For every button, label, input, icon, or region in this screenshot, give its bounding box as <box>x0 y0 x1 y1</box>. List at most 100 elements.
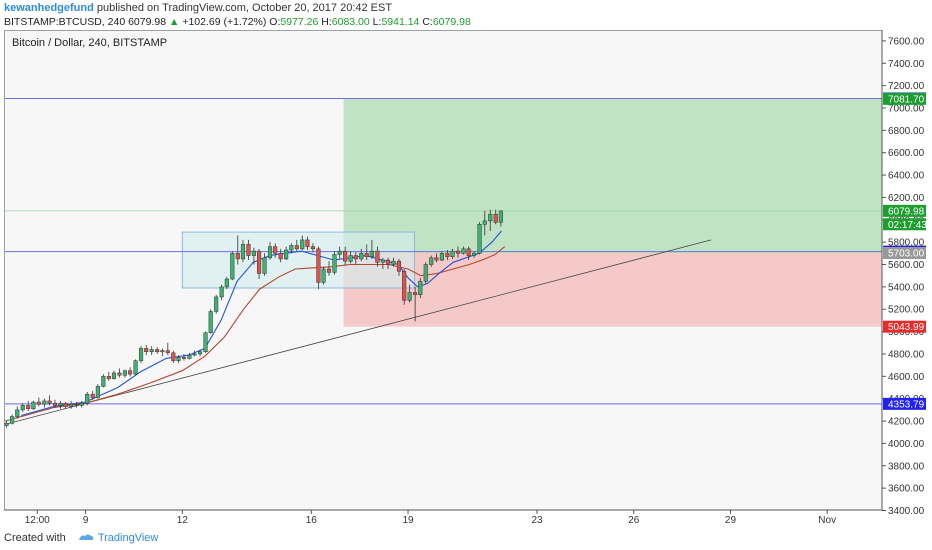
price-tick-label: 7400.00 <box>888 59 925 70</box>
time-tick-label: 29 <box>725 515 737 526</box>
candle-body <box>240 244 246 260</box>
price-marker-label: 5043.99 <box>888 322 925 333</box>
candle-body <box>380 259 385 263</box>
price-tick-label: 7600.00 <box>888 36 925 47</box>
price-tick-label: 5600.00 <box>888 260 925 271</box>
candle-body <box>493 213 498 223</box>
candle-body <box>26 405 31 410</box>
candle-body <box>257 250 262 274</box>
price-chart[interactable]: Bitcoin / Dollar, 240, BITSTAMP 3400.00 36… <box>4 30 928 527</box>
loss-zone <box>343 253 882 327</box>
trendline <box>4 239 712 425</box>
candle-body <box>251 250 256 256</box>
candle-body <box>230 253 235 280</box>
candle-body <box>74 404 79 406</box>
candle-body <box>95 386 100 398</box>
candle-body <box>181 357 187 359</box>
price-tick-label: 4000.00 <box>888 439 925 450</box>
candle-body <box>128 370 133 375</box>
price-tick-label: 4600.00 <box>888 372 925 383</box>
candle-body <box>498 210 503 223</box>
price-marker-label: 6079.98 <box>888 206 925 217</box>
time-tick-label: 12 <box>177 515 189 526</box>
time-tick-label: 16 <box>306 515 318 526</box>
price-tick-label: 5400.00 <box>888 282 925 293</box>
candle-body <box>219 286 224 298</box>
price-tick-label: 5800.00 <box>888 238 925 249</box>
candle-body <box>439 253 444 261</box>
candle-body <box>47 400 52 404</box>
candle-body <box>353 255 358 260</box>
candle-body <box>332 254 337 273</box>
open-value: 5977.26 <box>280 16 319 28</box>
price-axis <box>882 30 928 527</box>
candle-body <box>488 213 493 222</box>
candle-body <box>10 416 15 424</box>
candle-body <box>214 296 219 312</box>
last-price: 6079.98 <box>128 16 167 28</box>
candle-body <box>305 239 310 247</box>
candle-body <box>402 270 407 301</box>
price-tick-label: 3800.00 <box>888 461 925 472</box>
candle-body <box>466 248 471 256</box>
candle-body <box>429 257 434 265</box>
slow-moving-average-line <box>4 246 506 422</box>
candle-body <box>90 393 95 398</box>
candle-body <box>262 257 267 274</box>
candle-body <box>122 370 127 376</box>
price-tick-label: 6600.00 <box>888 148 925 159</box>
footer: Created with TradingView <box>4 530 158 546</box>
candle-body <box>445 253 450 257</box>
low-label: L: <box>372 16 382 28</box>
candle-body <box>208 311 213 333</box>
created-with-label: Created with <box>4 532 66 544</box>
candle-body <box>434 257 439 261</box>
candle-body <box>267 246 273 259</box>
candle-body <box>246 244 251 256</box>
candle-body <box>31 401 36 410</box>
time-axis <box>4 510 882 527</box>
price-tick-label: 7000.00 <box>888 103 925 114</box>
candle-body <box>316 248 321 283</box>
price-tick-label: 7200.00 <box>888 81 925 92</box>
time-tick-label: 23 <box>531 515 543 526</box>
tradingview-brand[interactable]: TradingView <box>97 532 159 544</box>
candle-body <box>343 250 348 262</box>
low-value: 5941.14 <box>381 16 420 28</box>
candle-body <box>235 253 240 260</box>
candle-body <box>203 332 208 352</box>
candle-body <box>79 402 84 406</box>
candle-body <box>155 349 160 352</box>
candle-body <box>139 348 144 361</box>
candle-body <box>284 249 289 260</box>
candle-body <box>165 350 170 354</box>
price-tick-label: 3400.00 <box>888 506 925 517</box>
price-tick-label: 3600.00 <box>888 484 925 495</box>
candle-body <box>482 220 487 225</box>
candle-body <box>52 402 58 406</box>
candle-body <box>176 357 181 361</box>
candle-body <box>461 248 466 254</box>
candle-body <box>133 360 138 375</box>
candle-body <box>42 400 47 405</box>
candle-body <box>171 352 176 361</box>
candle-body <box>472 253 477 256</box>
candle-body <box>364 253 369 257</box>
price-marker <box>883 218 926 231</box>
candle-body <box>321 268 326 283</box>
time-tick-label: 26 <box>628 515 640 526</box>
price-change: +102.69 (+1.72%) <box>182 16 267 28</box>
price-marker-label: 02:17:43 <box>888 220 927 231</box>
candle-body <box>149 349 154 352</box>
price-tick-label: 6200.00 <box>888 193 925 204</box>
candle-body <box>359 253 364 260</box>
price-marker <box>883 204 926 217</box>
candle-body <box>289 245 294 251</box>
candle-body <box>160 350 165 352</box>
candle-body <box>407 292 412 301</box>
candle-body <box>192 353 197 356</box>
author-username[interactable]: kewanhedgefund <box>4 2 94 14</box>
candle-body <box>375 250 380 263</box>
change-arrow-icon: ▲ <box>168 16 180 28</box>
candle-body <box>144 348 149 352</box>
